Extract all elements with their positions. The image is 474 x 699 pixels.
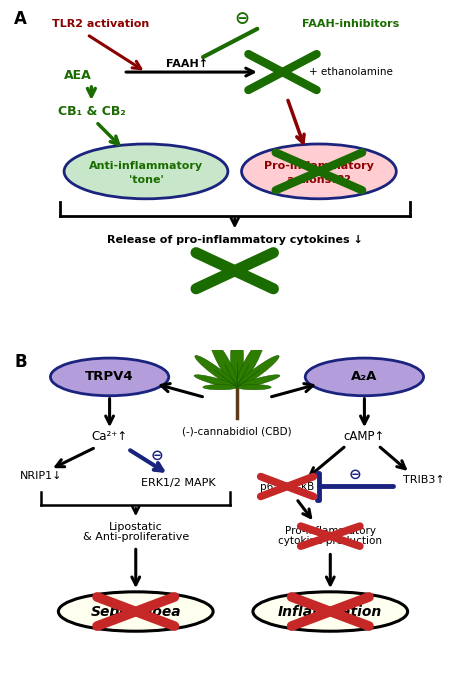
Ellipse shape (237, 384, 271, 390)
Ellipse shape (64, 144, 228, 199)
Text: ⊖: ⊖ (349, 467, 362, 482)
Ellipse shape (194, 375, 237, 388)
Text: Lipostatic: Lipostatic (109, 522, 163, 532)
Text: ERK1/2 MAPK: ERK1/2 MAPK (140, 478, 215, 488)
Text: cytokine production: cytokine production (278, 536, 383, 547)
Text: TRIB3↑: TRIB3↑ (403, 475, 445, 484)
Text: actions???: actions??? (286, 175, 351, 185)
Text: AA: AA (274, 67, 291, 77)
Text: + ethanolamine: + ethanolamine (309, 67, 392, 77)
Text: ⊖: ⊖ (234, 10, 249, 28)
Text: FAAH-inhibitors: FAAH-inhibitors (302, 19, 400, 29)
Ellipse shape (305, 358, 424, 396)
Text: A: A (14, 10, 27, 29)
Ellipse shape (236, 338, 264, 387)
Text: & Anti-proliferative: & Anti-proliferative (82, 532, 189, 542)
Ellipse shape (195, 356, 237, 387)
Text: Inflammation: Inflammation (278, 605, 383, 619)
Text: 'tone': 'tone' (128, 175, 164, 185)
Text: cAMP↑: cAMP↑ (344, 431, 385, 443)
Ellipse shape (242, 144, 396, 199)
Text: TLR2 activation: TLR2 activation (52, 19, 149, 29)
Text: FAAH↑: FAAH↑ (166, 59, 208, 69)
Ellipse shape (237, 356, 279, 387)
Text: AEA: AEA (64, 69, 91, 82)
Text: p65-NF-κB: p65-NF-κB (260, 482, 314, 491)
Text: ⊖: ⊖ (151, 448, 164, 463)
Text: A₂A: A₂A (351, 370, 378, 383)
Text: B: B (14, 353, 27, 371)
Text: Release of pro-inflammatory cytokines ↓: Release of pro-inflammatory cytokines ↓ (107, 235, 363, 245)
Text: Ca²⁺↑: Ca²⁺↑ (91, 431, 128, 443)
Ellipse shape (231, 329, 243, 387)
Ellipse shape (237, 375, 280, 388)
Ellipse shape (210, 338, 238, 387)
Ellipse shape (50, 358, 169, 396)
Ellipse shape (58, 592, 213, 631)
Text: (-)-cannabidiol (CBD): (-)-cannabidiol (CBD) (182, 426, 292, 437)
Ellipse shape (203, 384, 237, 390)
Text: TRPV4: TRPV4 (85, 370, 134, 383)
Text: NRIP1↓: NRIP1↓ (20, 471, 63, 481)
Text: Pro-inflammatory: Pro-inflammatory (285, 526, 376, 536)
Text: Seborrhoea: Seborrhoea (91, 605, 181, 619)
Ellipse shape (253, 592, 408, 631)
Text: CB₁ & CB₂: CB₁ & CB₂ (57, 105, 125, 118)
Text: Anti-inflammatory: Anti-inflammatory (89, 161, 203, 171)
Text: Pro-inflammatory: Pro-inflammatory (264, 161, 374, 171)
